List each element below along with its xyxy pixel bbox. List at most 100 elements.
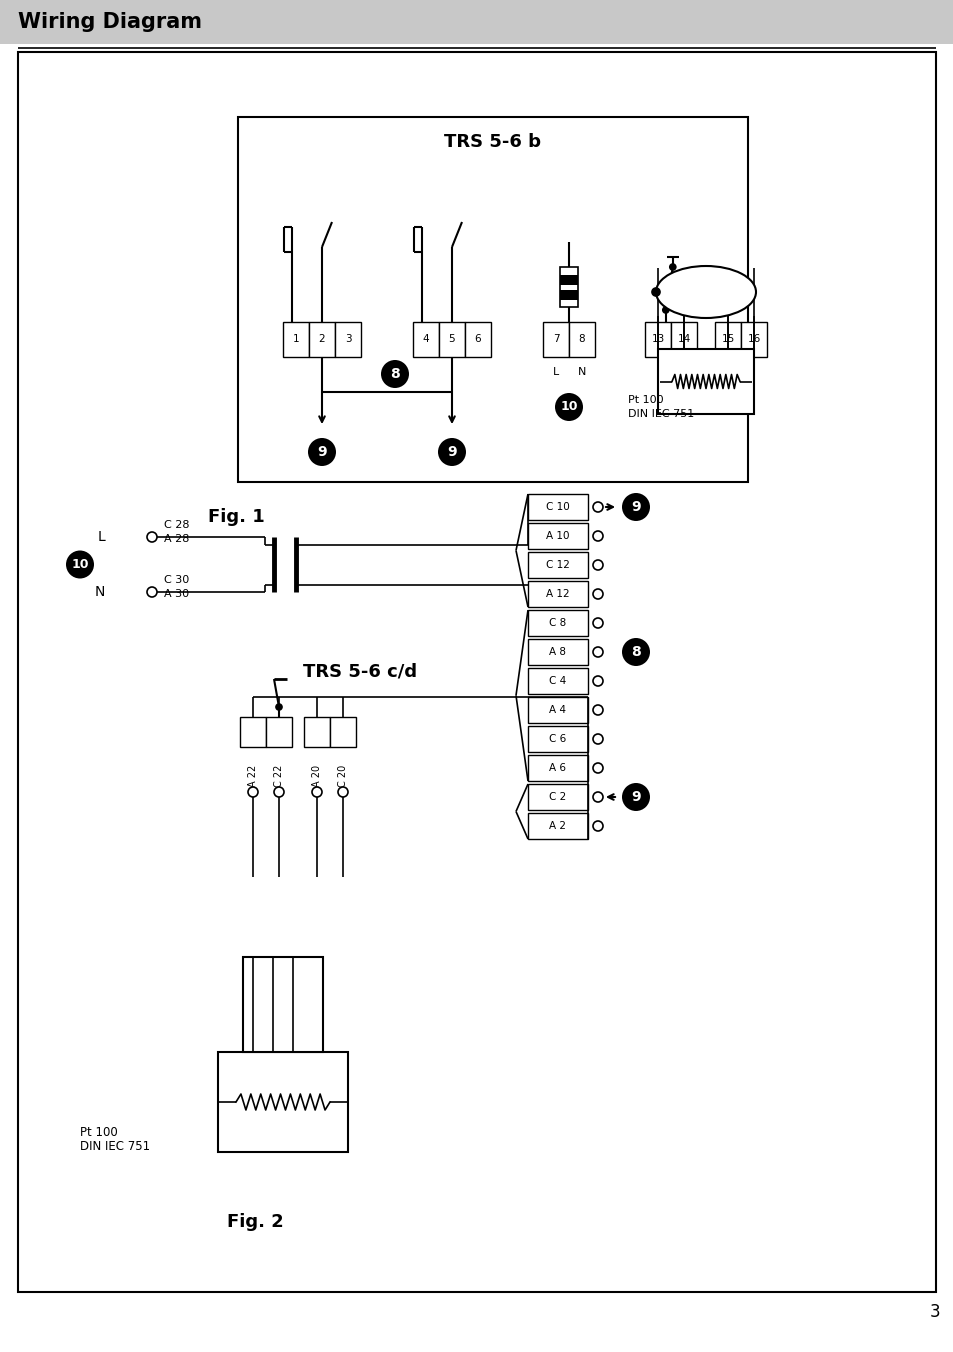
Text: Wiring Diagram: Wiring Diagram bbox=[18, 12, 202, 32]
Bar bbox=[527, 610, 587, 635]
Bar bbox=[243, 957, 323, 1052]
Circle shape bbox=[337, 787, 348, 796]
Text: 8: 8 bbox=[390, 366, 399, 381]
Bar bbox=[527, 813, 587, 840]
Text: N: N bbox=[578, 366, 585, 377]
Circle shape bbox=[312, 787, 322, 796]
Circle shape bbox=[248, 787, 257, 796]
Bar bbox=[527, 668, 587, 694]
Text: 10: 10 bbox=[71, 558, 89, 571]
Circle shape bbox=[593, 792, 602, 802]
Bar bbox=[644, 322, 670, 357]
Bar bbox=[559, 274, 578, 285]
Text: 6: 6 bbox=[475, 334, 481, 345]
Bar bbox=[542, 322, 568, 357]
Text: N: N bbox=[94, 585, 105, 599]
Circle shape bbox=[308, 438, 335, 466]
Text: 3: 3 bbox=[928, 1303, 939, 1321]
Bar bbox=[237, 118, 747, 483]
Text: C 8: C 8 bbox=[549, 618, 566, 627]
Bar bbox=[527, 698, 587, 723]
Text: 14: 14 bbox=[677, 334, 690, 345]
Bar bbox=[658, 349, 753, 414]
Circle shape bbox=[555, 393, 582, 420]
Text: Fig. 1: Fig. 1 bbox=[208, 508, 265, 526]
Text: A 22: A 22 bbox=[248, 765, 257, 787]
Bar bbox=[304, 717, 330, 748]
Circle shape bbox=[593, 589, 602, 599]
Text: 10: 10 bbox=[559, 400, 578, 414]
Text: C 22: C 22 bbox=[274, 765, 284, 787]
Circle shape bbox=[380, 360, 409, 388]
Text: TRS 5-6 c/d: TRS 5-6 c/d bbox=[303, 662, 416, 681]
Text: 7: 7 bbox=[552, 334, 558, 345]
Text: Pt 100: Pt 100 bbox=[80, 1125, 117, 1138]
Circle shape bbox=[593, 618, 602, 627]
Bar bbox=[330, 717, 355, 748]
Text: C 6: C 6 bbox=[549, 734, 566, 744]
Bar bbox=[527, 552, 587, 579]
Text: A 10: A 10 bbox=[546, 531, 569, 541]
Text: 2: 2 bbox=[318, 334, 325, 345]
Text: 8: 8 bbox=[578, 334, 585, 345]
Circle shape bbox=[621, 638, 649, 667]
Text: A 28: A 28 bbox=[164, 534, 190, 544]
Text: 4: 4 bbox=[422, 334, 429, 345]
Text: 8: 8 bbox=[631, 645, 640, 658]
Text: DIN IEC 751: DIN IEC 751 bbox=[627, 410, 694, 419]
Text: A 4: A 4 bbox=[549, 704, 566, 715]
Ellipse shape bbox=[656, 266, 755, 318]
Circle shape bbox=[437, 438, 465, 466]
Circle shape bbox=[593, 734, 602, 744]
Bar bbox=[559, 266, 578, 307]
Bar bbox=[0, 0, 953, 45]
Circle shape bbox=[621, 783, 649, 811]
Circle shape bbox=[593, 763, 602, 773]
Circle shape bbox=[147, 531, 157, 542]
Circle shape bbox=[593, 560, 602, 571]
Text: A 12: A 12 bbox=[546, 589, 569, 599]
Text: 1: 1 bbox=[293, 334, 299, 345]
Circle shape bbox=[593, 821, 602, 831]
Text: 9: 9 bbox=[316, 445, 327, 458]
Text: A 8: A 8 bbox=[549, 648, 566, 657]
Text: C 4: C 4 bbox=[549, 676, 566, 685]
Text: DIN IEC 751: DIN IEC 751 bbox=[80, 1141, 150, 1153]
Circle shape bbox=[669, 264, 675, 270]
Text: C 28: C 28 bbox=[164, 521, 190, 530]
Text: L: L bbox=[97, 530, 105, 544]
Circle shape bbox=[651, 288, 659, 296]
Text: C 20: C 20 bbox=[337, 765, 348, 787]
Bar bbox=[740, 322, 766, 357]
Bar bbox=[559, 289, 578, 300]
Bar bbox=[527, 784, 587, 810]
Text: Fig. 2: Fig. 2 bbox=[227, 1213, 283, 1232]
Bar bbox=[568, 322, 595, 357]
Text: C 10: C 10 bbox=[545, 502, 569, 512]
Bar bbox=[527, 493, 587, 521]
Circle shape bbox=[662, 307, 668, 314]
Circle shape bbox=[593, 676, 602, 685]
Text: 15: 15 bbox=[720, 334, 734, 345]
Bar bbox=[335, 322, 360, 357]
Bar bbox=[464, 322, 491, 357]
Circle shape bbox=[593, 648, 602, 657]
Text: 5: 5 bbox=[448, 334, 455, 345]
Bar bbox=[438, 322, 464, 357]
Text: 9: 9 bbox=[447, 445, 456, 458]
Text: 3: 3 bbox=[344, 334, 351, 345]
Text: Pt 100: Pt 100 bbox=[627, 395, 663, 406]
Text: A 20: A 20 bbox=[312, 765, 322, 787]
Bar bbox=[266, 717, 292, 748]
Bar bbox=[309, 322, 335, 357]
Bar bbox=[240, 717, 266, 748]
Circle shape bbox=[275, 704, 282, 710]
Text: C 12: C 12 bbox=[545, 560, 569, 571]
Bar bbox=[527, 726, 587, 752]
Bar bbox=[527, 639, 587, 665]
Circle shape bbox=[66, 550, 94, 579]
Text: TRS 5-6 b: TRS 5-6 b bbox=[444, 132, 541, 151]
Bar bbox=[218, 1052, 348, 1152]
Text: 9: 9 bbox=[631, 500, 640, 514]
Text: C 2: C 2 bbox=[549, 792, 566, 802]
